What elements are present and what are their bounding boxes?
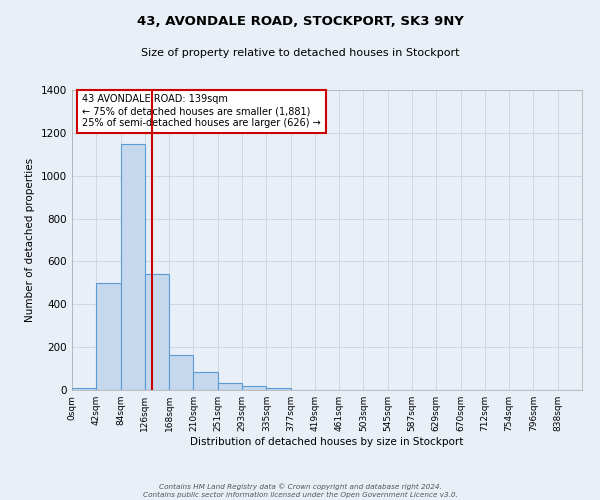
X-axis label: Distribution of detached houses by size in Stockport: Distribution of detached houses by size … (190, 437, 464, 447)
Y-axis label: Number of detached properties: Number of detached properties (25, 158, 35, 322)
Bar (193, 372, 218, 390)
Bar (121, 144, 145, 390)
Text: Contains HM Land Registry data © Crown copyright and database right 2024.
Contai: Contains HM Land Registry data © Crown c… (143, 484, 457, 498)
Text: Size of property relative to detached houses in Stockport: Size of property relative to detached ho… (141, 48, 459, 58)
Bar (266, 388, 290, 390)
Bar (242, 386, 266, 390)
Text: 43 AVONDALE ROAD: 139sqm
← 75% of detached houses are smaller (1,881)
25% of sem: 43 AVONDALE ROAD: 139sqm ← 75% of detach… (82, 94, 321, 128)
Bar (72, 388, 96, 390)
Bar (218, 382, 242, 390)
Bar (96, 283, 121, 390)
Text: 43, AVONDALE ROAD, STOCKPORT, SK3 9NY: 43, AVONDALE ROAD, STOCKPORT, SK3 9NY (137, 15, 463, 28)
Bar (169, 354, 193, 390)
Bar (145, 274, 169, 390)
